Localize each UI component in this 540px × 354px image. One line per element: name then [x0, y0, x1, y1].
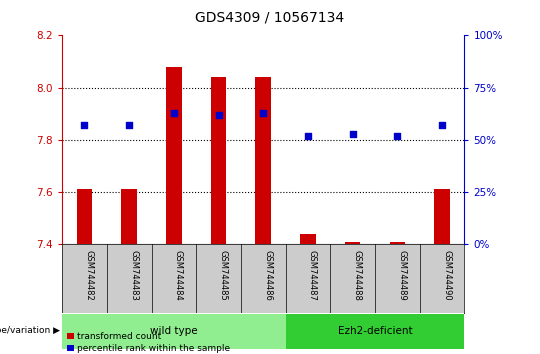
Point [303, 133, 312, 138]
Bar [255, 77, 271, 244]
Text: GSM744487: GSM744487 [308, 250, 317, 301]
Text: GSM744486: GSM744486 [264, 250, 272, 301]
Point [348, 131, 357, 136]
Bar [62, 314, 286, 349]
Bar [389, 241, 405, 244]
Text: GSM744484: GSM744484 [174, 250, 183, 301]
Point [393, 133, 402, 138]
Text: GSM744489: GSM744489 [397, 250, 406, 301]
Text: GSM744488: GSM744488 [353, 250, 362, 301]
Point [125, 122, 133, 128]
Text: GSM744485: GSM744485 [219, 250, 227, 301]
Text: GSM744482: GSM744482 [84, 250, 93, 301]
Text: wild type: wild type [150, 326, 198, 336]
Bar [434, 189, 450, 244]
Text: GSM744483: GSM744483 [129, 250, 138, 301]
Point [80, 122, 89, 128]
Bar [345, 241, 361, 244]
Text: Ezh2-deficient: Ezh2-deficient [338, 326, 413, 336]
Text: GDS4309 / 10567134: GDS4309 / 10567134 [195, 11, 345, 25]
Point [214, 112, 223, 118]
Bar [77, 189, 92, 244]
Bar [122, 189, 137, 244]
Bar [166, 67, 181, 244]
Bar [300, 234, 316, 244]
Legend: transformed count, percentile rank within the sample: transformed count, percentile rank withi… [66, 332, 231, 353]
Text: genotype/variation ▶: genotype/variation ▶ [0, 326, 60, 335]
Point [438, 122, 447, 128]
Point [259, 110, 268, 115]
Point [170, 110, 178, 115]
Text: GSM744490: GSM744490 [442, 250, 451, 300]
Bar [211, 77, 226, 244]
Bar [286, 314, 464, 349]
